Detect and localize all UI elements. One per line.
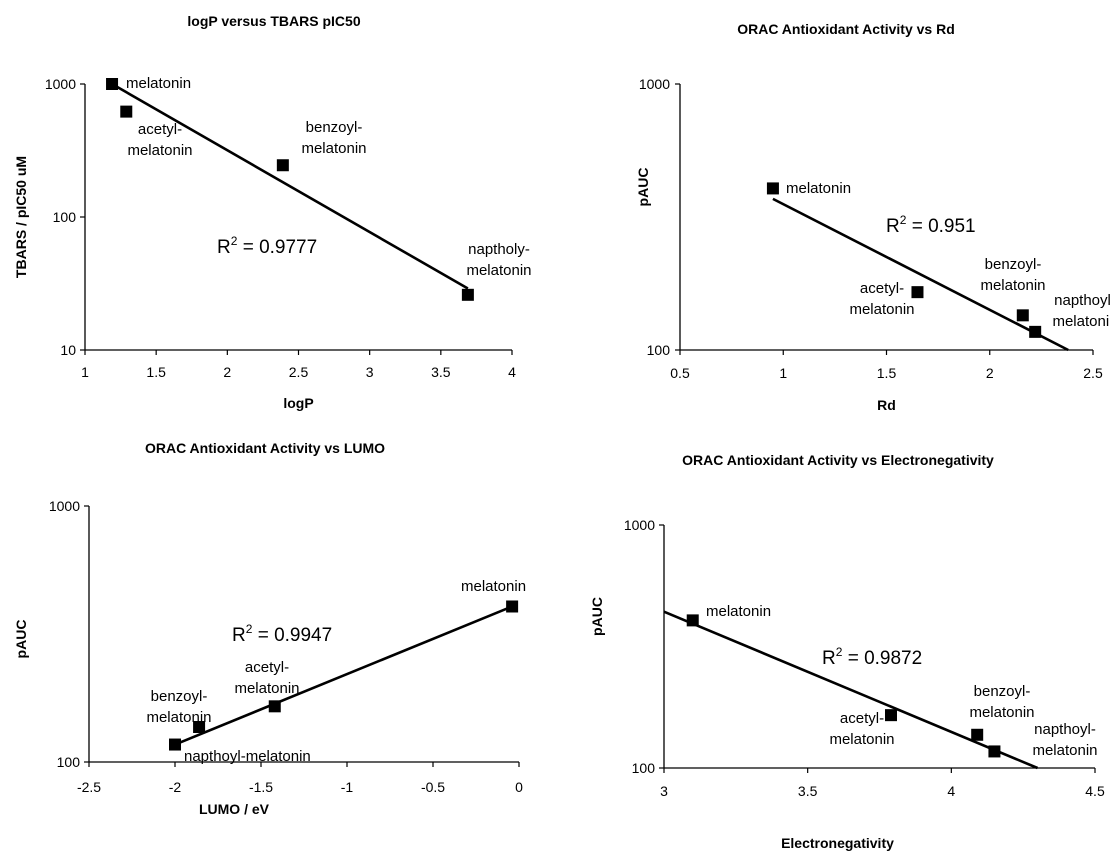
r-squared-label: R2 = 0.951 xyxy=(886,213,976,237)
y-tick-label: 1000 xyxy=(639,76,670,92)
trendline xyxy=(772,197,1069,352)
x-tick-label: 4 xyxy=(947,783,955,799)
trendline xyxy=(663,610,1039,770)
x-tick-label: 2 xyxy=(986,365,994,381)
y-axis-label: pAUC xyxy=(635,168,651,207)
point-label: napthoyl-melatonin xyxy=(184,748,311,765)
point-label: benzoyl-melatonin xyxy=(146,688,211,726)
x-axis-label: Electronegativity xyxy=(781,835,894,851)
y-tick-label: 1000 xyxy=(45,76,76,92)
chart-3: ORAC Antioxidant Activity vs LUMO -2.5 -2 -… xyxy=(13,440,526,817)
data-point xyxy=(106,78,119,90)
x-tick-label: 1.5 xyxy=(877,365,897,381)
x-tick-label: -1.5 xyxy=(249,779,273,795)
point-label: melatonin xyxy=(461,578,526,595)
point-label: napthoyl-melatonin xyxy=(1052,292,1110,330)
y-tick-label: 1000 xyxy=(624,517,655,533)
chart-title: ORAC Antioxidant Activity vs LUMO xyxy=(145,440,385,456)
data-point xyxy=(971,728,984,741)
chart-2: ORAC Antioxidant Activity vs Rd 0.5 1 1.5 2 2… xyxy=(635,21,1110,413)
trendline xyxy=(111,82,469,290)
point-label: acetyl-melatonin xyxy=(849,280,914,318)
point-label: benzoyl-melatonin xyxy=(301,119,366,157)
x-tick-label: 2.5 xyxy=(1083,365,1103,381)
point-label: melatonin xyxy=(786,180,851,197)
x-tick-label: 3 xyxy=(660,783,668,799)
chart-4: ORAC Antioxidant Activity vs Electronega… xyxy=(589,452,1105,851)
x-tick-label: -2 xyxy=(169,779,182,795)
data-point xyxy=(766,182,779,195)
data-point xyxy=(268,700,281,713)
x-tick-label: -1 xyxy=(341,779,354,795)
data-point xyxy=(169,738,181,751)
point-label: melatonin xyxy=(706,603,771,620)
y-tick-label: 100 xyxy=(632,760,656,776)
point-label: acetyl-melatonin xyxy=(234,659,299,697)
point-label: acetyl-melatonin xyxy=(127,121,192,159)
x-tick-label: 3 xyxy=(366,364,374,380)
r-squared-label: R2 = 0.9947 xyxy=(232,622,332,646)
chart-title: ORAC Antioxidant Activity vs Rd xyxy=(737,21,955,37)
x-tick-label: 2.5 xyxy=(289,364,309,380)
y-tick-label: 1000 xyxy=(49,498,80,514)
point-label: naptholy-melatonin xyxy=(466,241,531,279)
chart-title: logP versus TBARS pIC50 xyxy=(187,13,360,29)
data-point xyxy=(911,286,924,299)
r-squared-label: R2 = 0.9777 xyxy=(217,234,317,258)
y-tick-label: 100 xyxy=(53,209,77,225)
x-axis-label: Rd xyxy=(877,397,896,413)
x-tick-label: 4 xyxy=(508,364,516,380)
x-tick-label: 1.5 xyxy=(146,364,166,380)
chart-title: ORAC Antioxidant Activity vs Electronega… xyxy=(682,452,994,468)
y-tick-label: 100 xyxy=(57,754,81,770)
x-axis-label: LUMO / eV xyxy=(199,801,270,817)
x-tick-label: -0.5 xyxy=(421,779,445,795)
x-tick-label: -2.5 xyxy=(77,779,101,795)
data-point xyxy=(1016,309,1029,322)
trendline xyxy=(174,605,513,746)
x-tick-label: 3.5 xyxy=(431,364,451,380)
data-point xyxy=(686,614,699,627)
point-label: napthoyl-melatonin xyxy=(1032,721,1097,759)
x-tick-label: 3.5 xyxy=(798,783,818,799)
r-squared-label: R2 = 0.9872 xyxy=(822,645,922,669)
y-tick-label: 100 xyxy=(647,342,671,358)
x-tick-label: 4.5 xyxy=(1085,783,1105,799)
point-label: benzoyl-melatonin xyxy=(969,683,1034,721)
x-axis-label: logP xyxy=(283,395,313,411)
data-point xyxy=(988,745,1001,758)
point-label: benzoyl-melatonin xyxy=(980,256,1045,294)
x-tick-label: 0.5 xyxy=(670,365,690,381)
data-point xyxy=(120,105,133,118)
point-label: melatonin xyxy=(126,75,191,92)
data-point xyxy=(193,720,206,733)
x-tick-label: 2 xyxy=(223,364,231,380)
data-point xyxy=(506,600,519,613)
y-axis-label: pAUC xyxy=(589,597,605,636)
chart-1: logP versus TBARS pIC50 1 1.5 2 2.5 3 3.5 4 10 10… xyxy=(13,13,532,411)
point-label: acetyl-melatonin xyxy=(829,710,894,748)
x-tick-label: 1 xyxy=(81,364,89,380)
y-tick-label: 10 xyxy=(60,342,76,358)
data-point xyxy=(1029,325,1042,338)
y-axis-label: TBARS / pIC50 uM xyxy=(13,156,29,278)
data-point xyxy=(884,709,897,722)
y-axis-label: pAUC xyxy=(13,620,29,659)
data-point xyxy=(276,159,289,172)
data-point xyxy=(461,288,474,301)
x-tick-label: 0 xyxy=(515,779,523,795)
x-tick-label: 1 xyxy=(779,365,787,381)
